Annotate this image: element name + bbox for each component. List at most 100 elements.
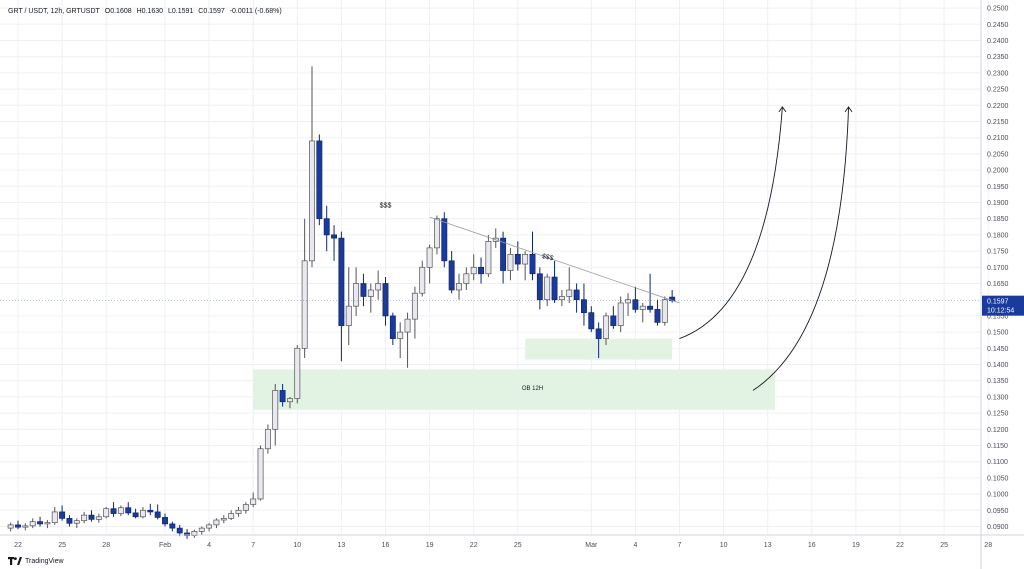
candle-body bbox=[88, 514, 95, 520]
candle-body bbox=[294, 347, 301, 399]
candle bbox=[661, 296, 668, 326]
candle bbox=[654, 299, 661, 326]
candle-body bbox=[147, 509, 154, 513]
candle-body bbox=[625, 299, 632, 304]
projection-arrow bbox=[679, 106, 783, 340]
candle-body bbox=[228, 513, 235, 519]
candle bbox=[514, 241, 521, 271]
candle bbox=[66, 515, 73, 527]
candle bbox=[228, 510, 235, 521]
candle bbox=[235, 507, 242, 517]
candle bbox=[88, 510, 95, 522]
candle bbox=[95, 513, 102, 523]
time-tick-label: 19 bbox=[426, 542, 434, 549]
candle-body bbox=[441, 218, 448, 262]
candle bbox=[522, 251, 529, 281]
candle bbox=[367, 283, 374, 313]
candle bbox=[580, 283, 587, 326]
candle-body bbox=[448, 260, 455, 291]
candle-series bbox=[7, 66, 676, 539]
candle bbox=[316, 134, 323, 226]
candle bbox=[147, 503, 154, 516]
candle-body bbox=[198, 527, 205, 532]
time-axis: 22 25 28 Feb 4 7 10 13 16 19 22 25 Mar 4 7 10 13 16 19 22 25… bbox=[0, 534, 1024, 549]
candle bbox=[603, 312, 609, 346]
candle bbox=[411, 286, 418, 339]
legend-change: -0.0011 (-0.68%) bbox=[229, 8, 282, 15]
candle-body bbox=[81, 514, 88, 522]
candle bbox=[22, 523, 29, 531]
price-tick-label: 0.0900 bbox=[987, 524, 1009, 531]
candle-body bbox=[257, 448, 264, 500]
candle bbox=[250, 492, 257, 508]
time-tick-label: 25 bbox=[58, 542, 66, 549]
time-tick-label: 22 bbox=[896, 542, 904, 549]
candle-body bbox=[279, 390, 286, 403]
candle-body bbox=[338, 237, 345, 326]
candle bbox=[426, 244, 433, 284]
price-tick-label: 0.2200 bbox=[987, 103, 1009, 110]
candle bbox=[441, 212, 448, 268]
price-tick-label: 0.1850 bbox=[987, 216, 1009, 223]
candle-body bbox=[242, 504, 249, 511]
candle bbox=[132, 508, 139, 519]
candle bbox=[44, 520, 51, 529]
price-tag-box bbox=[982, 295, 1024, 316]
candle bbox=[463, 267, 470, 290]
candle bbox=[37, 516, 44, 527]
candle-body bbox=[132, 512, 139, 518]
time-tick-label: 16 bbox=[382, 542, 390, 549]
candle-body bbox=[507, 253, 514, 271]
candle bbox=[478, 257, 485, 284]
candle-body bbox=[103, 508, 110, 518]
price-tag-value: 0.1597 bbox=[987, 299, 1009, 306]
time-tick-label: 10 bbox=[720, 542, 728, 549]
candle-body bbox=[580, 299, 587, 314]
candle-body bbox=[514, 253, 521, 265]
candle bbox=[279, 383, 286, 407]
candle-body bbox=[110, 508, 117, 514]
tradingview-logo[interactable]: TradingView bbox=[8, 557, 64, 565]
arrowhead-icon bbox=[778, 106, 787, 113]
candle bbox=[485, 234, 492, 278]
candle-body bbox=[66, 518, 73, 524]
price-tick-label: 0.1200 bbox=[987, 427, 1009, 434]
candle bbox=[257, 445, 264, 501]
candle-body bbox=[551, 276, 558, 301]
candle bbox=[198, 526, 205, 535]
candle bbox=[404, 312, 411, 368]
candle bbox=[140, 507, 146, 519]
candle-body bbox=[367, 289, 374, 297]
candle-body bbox=[566, 289, 573, 297]
candle-body bbox=[382, 283, 389, 317]
candle bbox=[103, 507, 110, 519]
time-tick-label: 19 bbox=[852, 542, 860, 549]
price-tick-label: 0.1350 bbox=[987, 378, 1009, 385]
candle bbox=[360, 273, 367, 307]
candle-body bbox=[536, 273, 543, 301]
candle bbox=[81, 511, 88, 524]
candle-body bbox=[544, 276, 551, 301]
candle-body bbox=[375, 283, 382, 291]
candle bbox=[470, 254, 477, 281]
candle-body bbox=[426, 247, 433, 268]
candle-body bbox=[331, 234, 338, 239]
candle-body bbox=[213, 519, 220, 526]
candle bbox=[536, 267, 543, 310]
candle-body bbox=[301, 260, 308, 349]
price-tick-label: 0.2450 bbox=[987, 22, 1009, 29]
candle bbox=[389, 312, 396, 346]
symbol-legend[interactable]: GRT / USDT, 12h, GRTUSDT O0.1608 H0.1630… bbox=[8, 8, 285, 15]
candle bbox=[206, 523, 213, 532]
price-tick-label: 0.1300 bbox=[987, 394, 1009, 401]
candle-body bbox=[309, 140, 315, 262]
candle-body bbox=[456, 283, 462, 291]
candle bbox=[184, 529, 190, 539]
candle-body bbox=[95, 516, 102, 520]
last-price-tag: 0.1597 10:12:54 bbox=[0, 295, 1024, 316]
candle-body bbox=[29, 521, 36, 527]
candle bbox=[125, 502, 132, 516]
candle bbox=[529, 231, 536, 281]
candle bbox=[191, 529, 198, 538]
